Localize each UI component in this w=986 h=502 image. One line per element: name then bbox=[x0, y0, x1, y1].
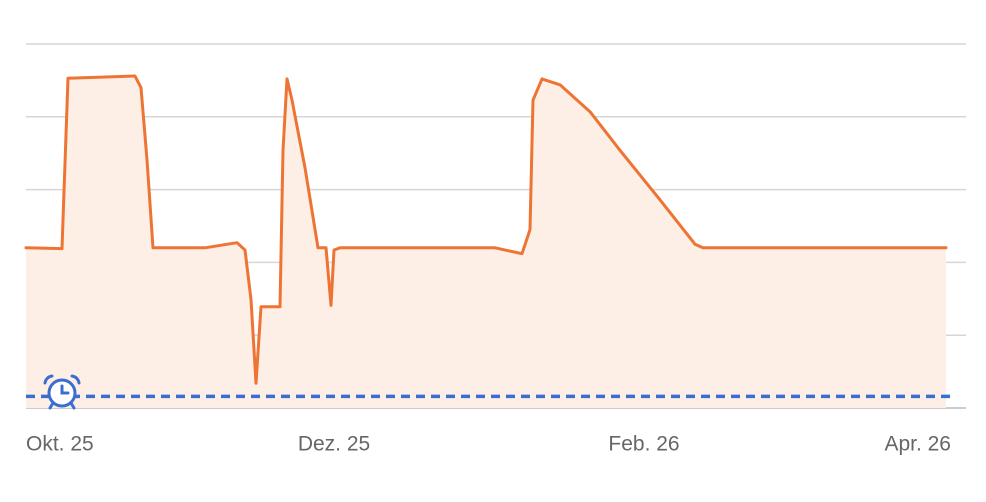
area-fill bbox=[26, 76, 946, 408]
alarm-icon bbox=[43, 374, 81, 410]
x-tick-label: Dez. 25 bbox=[298, 433, 370, 456]
x-tick-label: Okt. 25 bbox=[26, 433, 94, 456]
line bbox=[24, 74, 948, 385]
x-tick-label: Feb. 26 bbox=[608, 433, 679, 456]
x-tick-label: Apr. 26 bbox=[884, 433, 951, 456]
